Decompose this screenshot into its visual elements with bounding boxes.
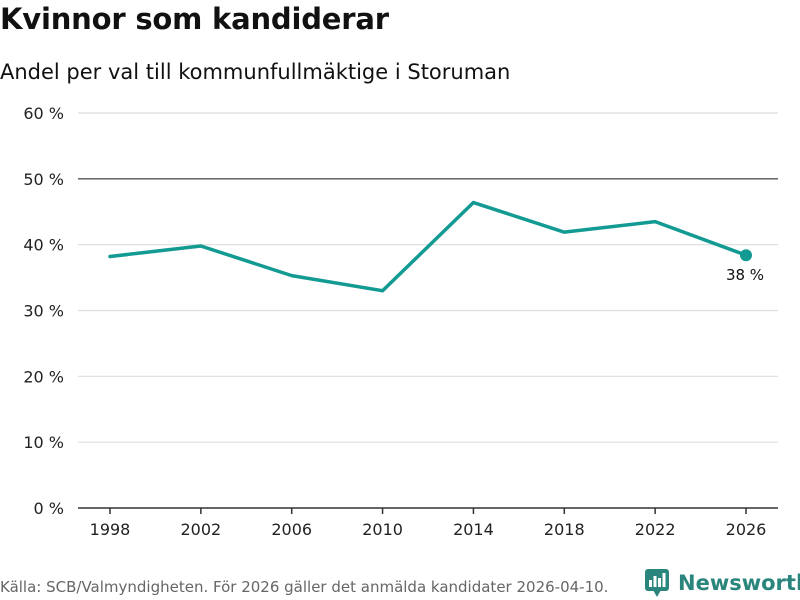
y-axis-labels: 0 % 10 % 20 % 30 % 40 % 50 % 60 % [23,104,64,518]
source-note: Källa: SCB/Valmyndigheten. För 2026 gäll… [0,578,609,596]
last-point-marker [740,249,752,262]
data-label: 38 % [726,266,764,284]
newsworthy-logo-icon [645,569,669,597]
y-tick-label: 30 % [23,302,64,321]
chart-title: Kvinnor som kandiderar [0,2,389,36]
logo-badge-tail [653,590,661,597]
x-tick-label: 2022 [635,520,676,539]
data-point [108,255,112,259]
data-point [653,220,657,224]
data-point [562,230,566,234]
data-point [199,244,203,248]
x-tick-label: 2002 [180,520,221,539]
series-group [108,200,748,293]
x-axis-labels: 1998 2002 2006 2010 2014 2018 2022 2026 [90,520,767,539]
x-tick-label: 1998 [90,520,131,539]
brand-name: Newsworthy [678,571,800,595]
markers-group: 38 % [726,249,764,284]
x-tick-label: 2014 [453,520,494,539]
data-point [290,274,294,278]
grid-lines [78,112,778,443]
data-point [471,201,475,205]
x-tick-label: 2018 [544,520,585,539]
data-point [381,289,385,293]
x-tick-label: 2006 [271,520,312,539]
brand[interactable]: Newsworthy [644,568,800,598]
logo-bar-4 [662,573,666,587]
x-tick-label: 2010 [362,520,403,539]
x-axis [78,507,778,514]
y-tick-label: 10 % [23,433,64,452]
logo-bar-1 [649,580,652,587]
chart-subtitle: Andel per val till kommunfullmäktige i S… [0,60,511,84]
logo-bar-3 [658,578,661,587]
series-line [108,200,748,293]
y-tick-label: 20 % [23,367,64,386]
y-tick-label: 0 % [34,499,64,518]
logo-bar-2 [653,576,657,587]
y-tick-label: 50 % [23,170,64,189]
y-tick-label: 60 % [23,104,64,123]
y-tick-label: 40 % [23,236,64,255]
x-tick-label: 2026 [726,520,767,539]
